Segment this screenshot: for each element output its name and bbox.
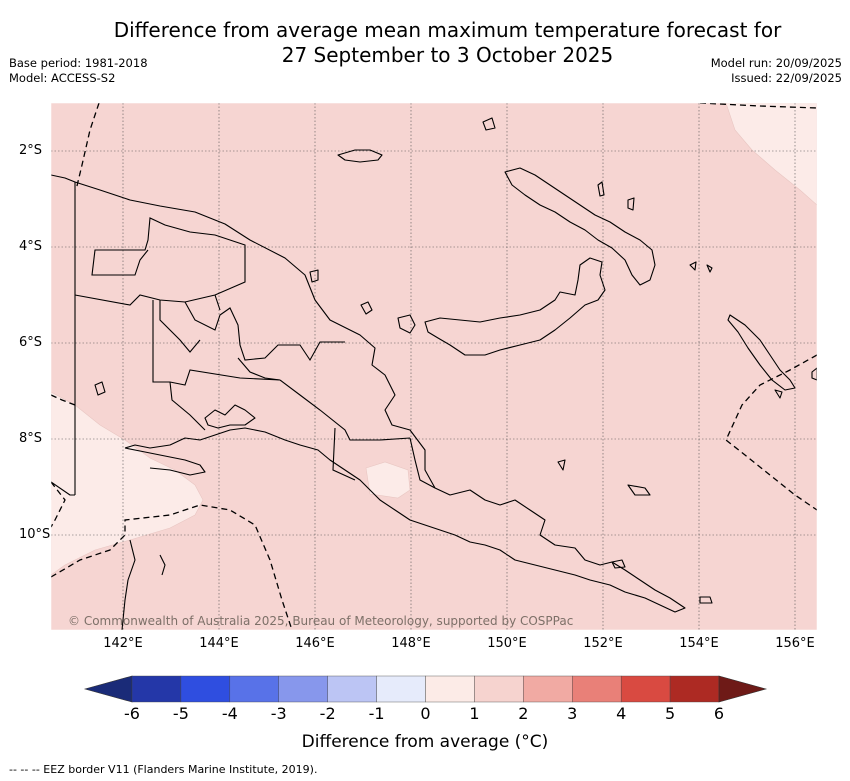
province-borders [74,182,436,495]
mainland-coast [51,174,686,613]
colorbar-tick-label: -3 [270,704,287,723]
colorbar-segment [376,675,426,703]
colorbar-segment [669,675,720,703]
colorbar-label: Difference from average (°C) [301,732,549,752]
lat-label-4s: 4°S [19,239,43,254]
lat-label-8s: 8°S [19,431,43,446]
colorbar-tick-label: 4 [616,704,627,723]
colorbar-tick-label: -6 [124,704,140,723]
lon-label-154e: 154°E [679,636,719,651]
lon-label-142e: 142°E [103,636,143,651]
new-britain [424,257,606,356]
model-run: Model run: 20/09/2025 [710,56,842,70]
copyright-notice: © Commonwealth of Australia 2025, Bureau… [68,614,574,628]
colorbar-tick-label: 6 [713,704,725,723]
colorbar-tick-label: -4 [221,704,238,723]
anomaly-zone-northeast [725,103,817,206]
anomaly-zone-southwest [51,391,204,576]
title-line-2: 27 September to 3 October 2025 [281,43,614,67]
lon-label-150e: 150°E [487,636,527,651]
colorbar-segment [278,675,328,703]
lat-label-2s: 2°S [19,143,43,158]
colorbar-tick-label: 1 [469,704,480,723]
colorbar-tick-label: 5 [664,704,676,723]
bougainville [727,314,796,391]
coastlines [51,117,817,630]
colorbar-tick-label: -2 [319,704,336,723]
map-frame [50,102,818,631]
graticule [51,103,817,630]
chart-title: Difference from average mean maximum tem… [95,18,800,68]
metadata-right: Model run: 20/09/2025 Issued: 22/09/2025 [711,56,842,86]
eez-footnote: -- -- -- EEZ border V11 (Flanders Marine… [9,763,318,776]
lat-label-10s: 10°S [19,527,51,542]
anomaly-zone-central [365,461,411,499]
colorbar-segment [620,675,671,703]
lon-label-146e: 146°E [295,636,335,651]
colorbar-tick-label: 2 [518,704,529,723]
colorbar-tick-label: -5 [172,704,189,723]
lon-label-144e: 144°E [199,636,239,651]
base-period: Base period: 1981-2018 [9,56,148,70]
lat-label-6s: 6°S [19,335,43,350]
colorbar-tick-label: 3 [567,704,578,723]
lon-label-148e: 148°E [391,636,431,651]
colorbar-tick-label: -1 [368,704,385,723]
colorbar-segment [131,675,182,703]
anomaly-zone-southwest-edge [51,500,70,535]
new-ireland [504,167,656,286]
model-name: Model: ACCESS-S2 [9,71,116,85]
colorbar-segment [425,675,475,703]
map-background [51,103,817,630]
colorbar-over-arrow [718,675,768,703]
colorbar-segment [180,675,231,703]
colorbar-segment [474,675,524,703]
issued-date: Issued: 22/09/2025 [731,71,842,85]
lon-label-156e: 156°E [775,636,815,651]
metadata-left: Base period: 1981-2018 Model: ACCESS-S2 [9,56,148,86]
colorbar-segment [327,675,377,703]
eez-borders [51,103,817,630]
colorbar-segment [523,675,573,703]
title-line-1: Difference from average mean maximum tem… [113,18,782,42]
colorbar-segments [131,675,720,703]
colorbar-segment [572,675,622,703]
colorbar-tick-label: 0 [420,704,431,723]
lon-label-152e: 152°E [583,636,623,651]
colorbar-segment [229,675,279,703]
colorbar-under-arrow [83,675,133,703]
manus-island [337,149,383,163]
